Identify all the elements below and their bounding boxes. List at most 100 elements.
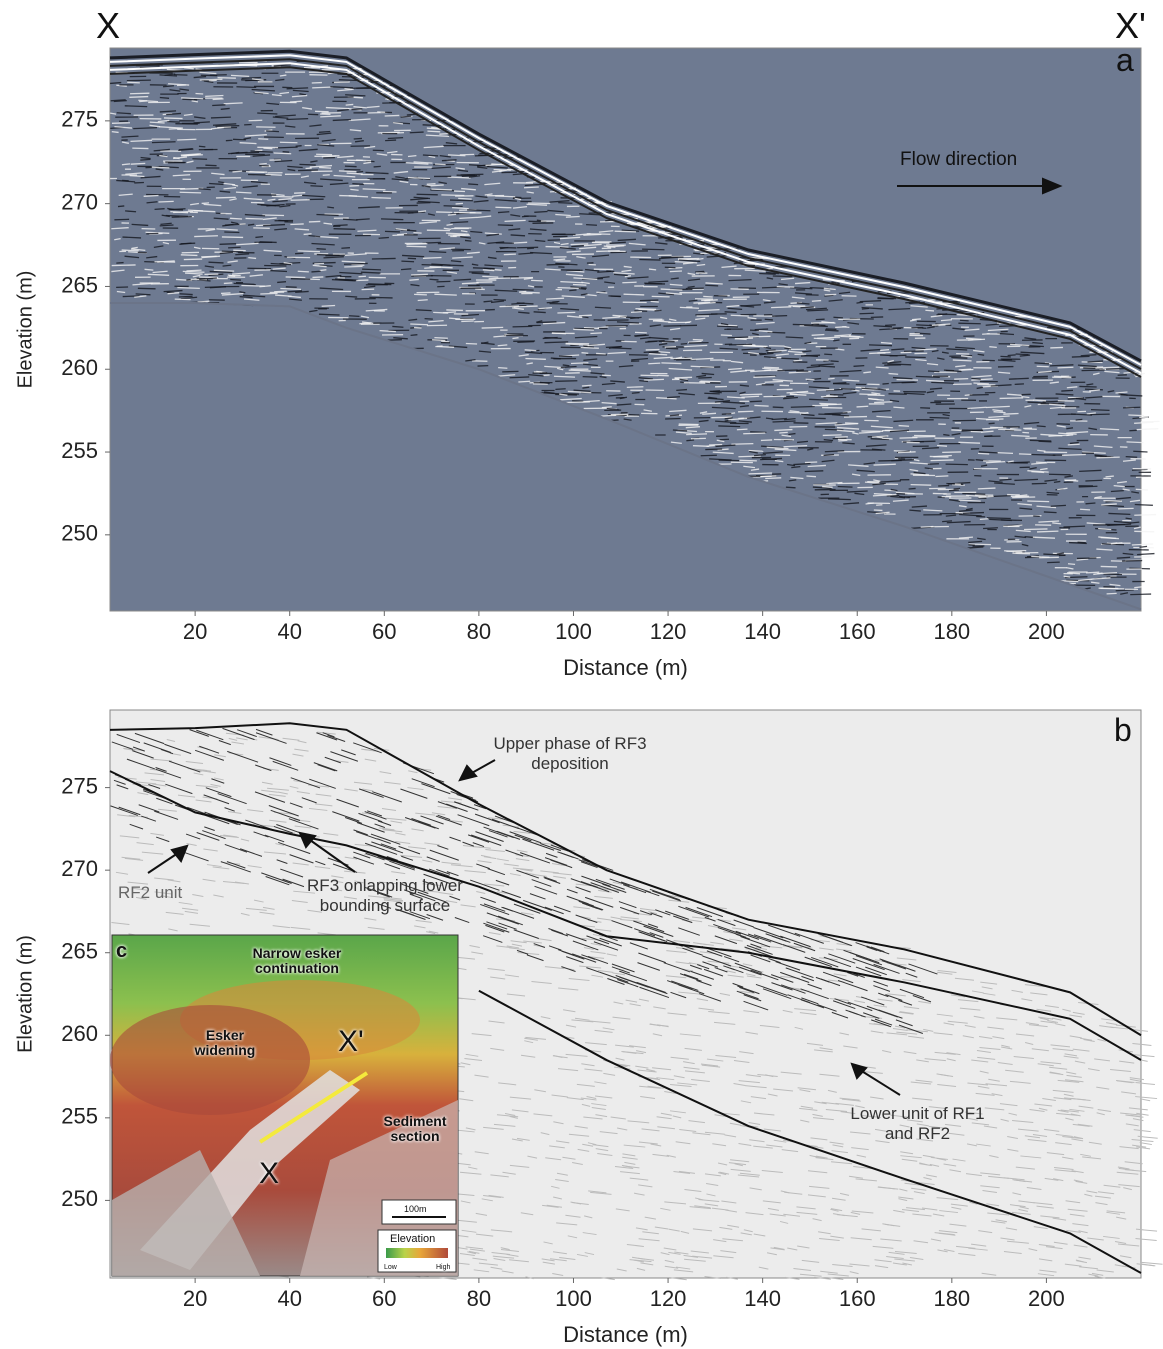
reflection — [444, 206, 463, 207]
annotation: Flow direction — [900, 150, 1017, 170]
reflection — [805, 471, 824, 472]
reflection — [248, 224, 254, 225]
reflection — [350, 189, 358, 190]
reflection — [235, 254, 249, 255]
reflection — [586, 225, 597, 226]
reflection — [1131, 522, 1139, 523]
reflection — [554, 376, 575, 377]
x-tick-label: 140 — [744, 1286, 781, 1311]
reflection — [270, 271, 287, 272]
reflection — [928, 371, 939, 372]
reflection — [183, 271, 205, 272]
reflection — [859, 394, 877, 395]
reflection — [451, 249, 471, 250]
reflection — [1066, 428, 1073, 429]
reflection — [466, 343, 477, 344]
reflection — [1133, 451, 1147, 452]
reflection — [582, 353, 589, 354]
x-tick-label: 20 — [183, 1286, 207, 1311]
reflection — [465, 240, 472, 241]
reflection — [726, 306, 739, 307]
reflection — [624, 294, 645, 295]
reflection — [410, 324, 428, 325]
reflection — [431, 189, 452, 190]
x-axis-label: Distance (m) — [563, 1322, 688, 1347]
reflection — [411, 274, 428, 275]
reflection — [821, 404, 842, 405]
reflection — [566, 217, 580, 218]
reflection — [160, 97, 169, 98]
reflection — [707, 445, 715, 446]
reflection — [612, 348, 631, 349]
reflection — [383, 191, 397, 192]
reflection — [110, 83, 121, 84]
reflection — [912, 319, 921, 320]
reflection — [357, 172, 364, 173]
reflection — [755, 329, 768, 330]
reflection — [1000, 356, 1010, 357]
reflection — [286, 119, 308, 120]
reflection — [1063, 526, 1085, 527]
reflection — [140, 159, 150, 160]
reflection — [951, 357, 967, 358]
reflection — [406, 246, 426, 247]
reflection — [579, 315, 592, 316]
reflection — [833, 438, 847, 439]
reflection — [280, 142, 298, 143]
reflection — [352, 184, 364, 185]
reflection — [224, 103, 243, 104]
reflection — [986, 419, 1003, 420]
reflection — [905, 357, 926, 358]
reflection — [781, 358, 799, 359]
reflection — [512, 242, 527, 243]
reflection — [786, 337, 803, 338]
reflection — [416, 310, 432, 311]
reflection — [341, 248, 350, 249]
reflection — [671, 278, 679, 279]
reflection — [442, 160, 457, 161]
reflection — [1134, 515, 1156, 516]
reflection — [524, 187, 539, 188]
reflection — [876, 367, 889, 368]
reflection — [290, 101, 302, 102]
reflection — [408, 156, 416, 157]
reflection — [978, 354, 985, 355]
reflection — [1126, 518, 1132, 519]
reflection — [260, 242, 277, 243]
x-tick-label: 200 — [1028, 1286, 1065, 1311]
reflection — [458, 198, 471, 199]
reflection — [789, 426, 807, 427]
reflection — [482, 327, 504, 328]
reflection — [725, 312, 737, 313]
inset-text: Elevation — [390, 1232, 435, 1247]
reflection — [291, 279, 310, 280]
reflection — [833, 340, 839, 341]
reflection — [686, 440, 694, 441]
reflection — [765, 478, 781, 479]
reflection — [448, 155, 465, 156]
reflection — [830, 394, 843, 395]
reflection — [693, 340, 703, 341]
reflection — [311, 271, 320, 272]
reflection — [482, 276, 498, 277]
reflection — [528, 203, 550, 204]
reflection — [262, 215, 284, 216]
reflection — [215, 126, 239, 127]
panel-label: a — [1116, 42, 1134, 78]
reflection — [931, 460, 954, 461]
reflection — [214, 270, 234, 271]
reflection — [291, 200, 310, 201]
reflection — [794, 360, 803, 361]
reflection — [127, 80, 151, 81]
reflection — [750, 401, 762, 402]
reflection — [749, 473, 773, 474]
reflection — [499, 306, 519, 307]
reflection — [246, 218, 263, 219]
reflection — [182, 99, 197, 100]
reflection — [1069, 543, 1087, 544]
reflection — [1051, 505, 1066, 506]
reflection — [888, 374, 898, 375]
reflection — [627, 387, 644, 388]
